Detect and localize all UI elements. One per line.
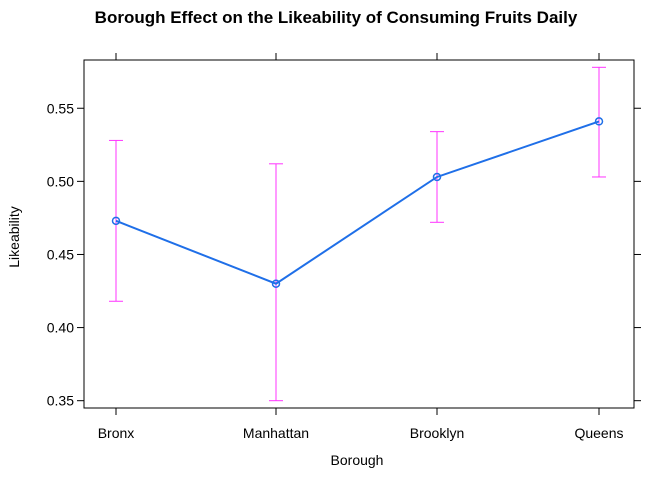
y-tick-label: 0.55: [47, 100, 74, 116]
data-points: [111, 117, 604, 288]
x-tick-label: Brooklyn: [410, 425, 464, 441]
plot-frame: [83, 59, 635, 409]
y-tick-label: 0.35: [47, 393, 74, 409]
data-point: [594, 117, 604, 126]
series-line: [115, 120, 600, 285]
data-point: [432, 172, 442, 182]
y-tick-label: 0.40: [47, 320, 74, 336]
chart-title: Borough Effect on the Likeability of Con…: [95, 8, 578, 27]
x-tick-label: Bronx: [98, 425, 135, 441]
data-point: [111, 216, 121, 226]
y-axis-label: Likeability: [6, 206, 22, 267]
error-bars: [109, 66, 606, 402]
axis-ticks: 0.35 0.40 0.45 0.50 0.55 Bronx Manhattan Brookl…: [47, 53, 641, 441]
y-tick-label: 0.45: [47, 246, 74, 262]
x-tick-label: Queens: [574, 425, 623, 441]
x-tick-label: Manhattan: [243, 425, 309, 441]
data-point: [271, 279, 281, 288]
y-tick-label: 0.50: [47, 173, 74, 189]
x-axis-label: Borough: [331, 452, 384, 468]
